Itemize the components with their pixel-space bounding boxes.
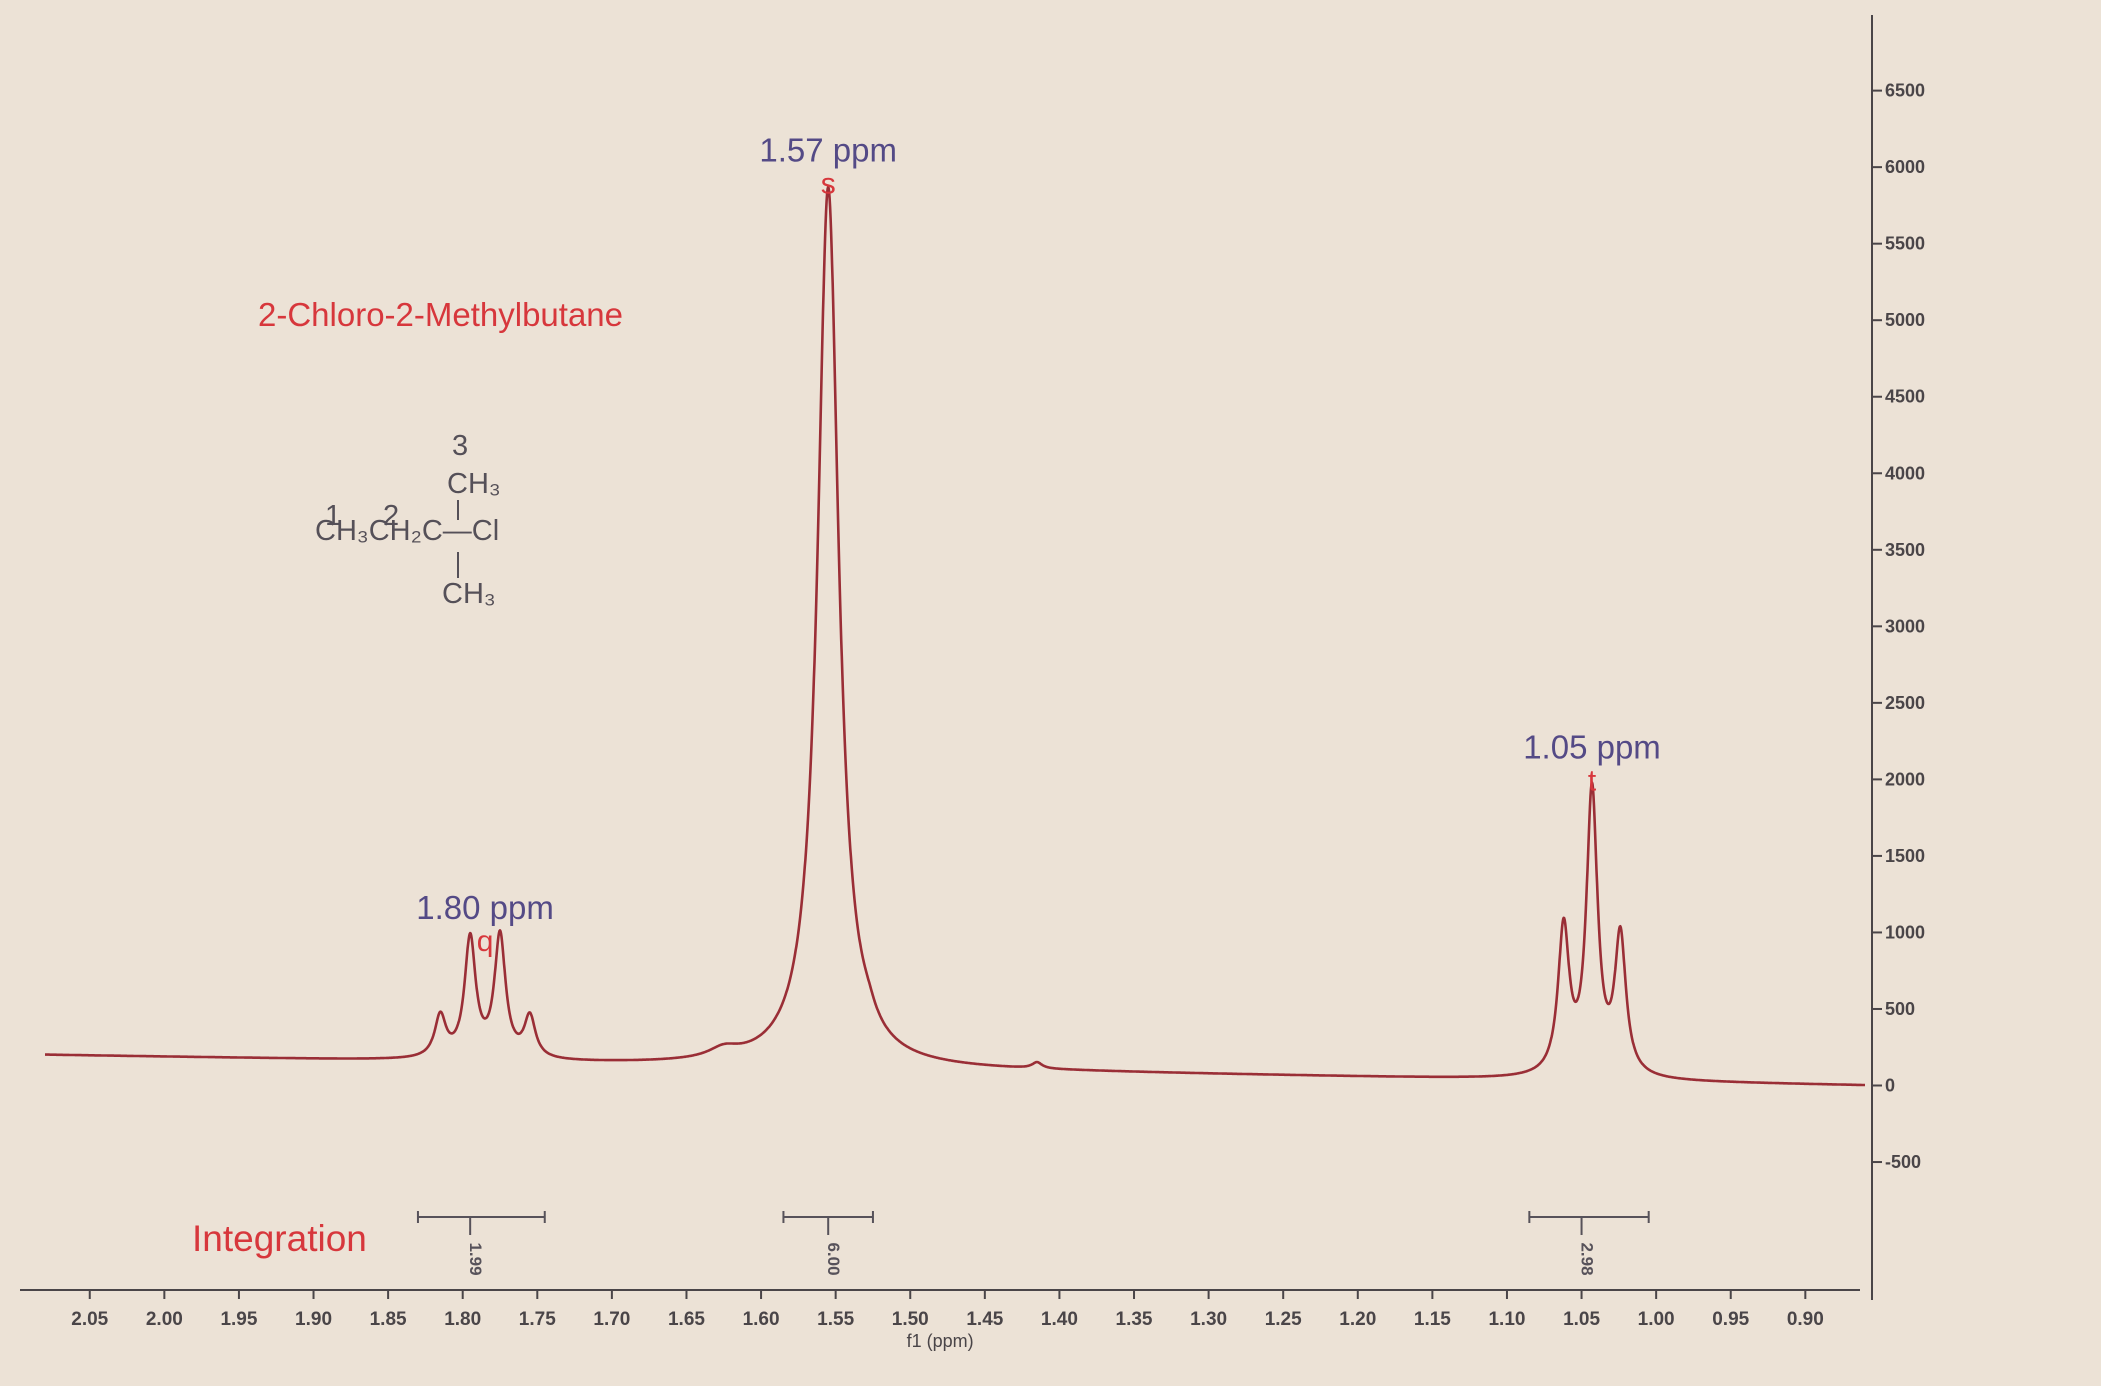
- y-tick-label: 1000: [1885, 922, 1925, 942]
- x-tick-label: 1.15: [1414, 1309, 1451, 1330]
- y-tick-label: 1500: [1885, 846, 1925, 866]
- x-tick-label: 1.10: [1488, 1309, 1525, 1330]
- x-tick-label: 1.85: [370, 1309, 407, 1330]
- carbon-number-1: 1: [325, 500, 342, 532]
- compound-title: 2-Chloro-2-Methylbutane: [258, 296, 624, 333]
- y-tick-label: 6000: [1885, 157, 1925, 177]
- y-tick-label: 3500: [1885, 540, 1925, 560]
- y-tick-label: 2000: [1885, 769, 1925, 789]
- integral-value: 1.99: [466, 1242, 485, 1275]
- x-tick-label: 1.75: [519, 1309, 556, 1330]
- peak-ppm-label: 1.80 ppm: [416, 889, 554, 926]
- methyl-substituent-top: CH₃: [447, 468, 501, 500]
- x-tick-label: 1.65: [668, 1309, 705, 1330]
- integral-value: 2.98: [1578, 1242, 1597, 1275]
- x-tick-label: 1.25: [1265, 1309, 1302, 1330]
- y-tick-label: 0: [1885, 1076, 1895, 1096]
- x-tick-label: 1.95: [220, 1309, 257, 1330]
- multiplicity-label: t: [1588, 764, 1597, 797]
- carbon-number-2: 2: [383, 500, 400, 532]
- x-tick-label: 1.80: [444, 1309, 481, 1330]
- x-tick-label: 1.55: [817, 1309, 854, 1330]
- x-tick-label: 1.35: [1116, 1309, 1153, 1330]
- peak-ppm-label: 1.57 ppm: [759, 131, 897, 168]
- x-tick-label: 1.90: [295, 1309, 332, 1330]
- peak-ppm-label: 1.05 ppm: [1523, 728, 1661, 765]
- spectrum-trace: [44, 185, 1866, 1087]
- carbon-number-3: 3: [452, 430, 469, 462]
- x-tick-label: 2.00: [146, 1309, 183, 1330]
- y-tick-label: 2500: [1885, 693, 1925, 713]
- x-tick-label: 0.90: [1787, 1309, 1824, 1330]
- multiplicity-label: s: [821, 167, 836, 200]
- y-tick-label: 500: [1885, 999, 1915, 1019]
- x-tick-label: 1.40: [1041, 1309, 1078, 1330]
- y-tick-label: 4000: [1885, 463, 1925, 483]
- main-chain: CH₃CH₂C—Cl: [315, 515, 500, 547]
- x-tick-label: 1.20: [1339, 1309, 1376, 1330]
- x-tick-label: 1.05: [1563, 1309, 1600, 1330]
- x-tick-label: 1.70: [593, 1309, 630, 1330]
- x-axis-label: f1 (ppm): [907, 1331, 974, 1351]
- y-tick-label: 3000: [1885, 616, 1925, 636]
- multiplicity-label: q: [477, 925, 494, 958]
- x-tick-label: 1.60: [743, 1309, 780, 1330]
- y-tick-label: 5000: [1885, 310, 1925, 330]
- methyl-substituent-bottom: CH₃: [442, 578, 496, 610]
- y-tick-label: -500: [1885, 1152, 1921, 1172]
- y-tick-label: 6500: [1885, 81, 1925, 101]
- x-tick-label: 2.05: [71, 1309, 108, 1330]
- y-tick-label: 4500: [1885, 387, 1925, 407]
- x-tick-label: 1.45: [966, 1309, 1003, 1330]
- x-tick-label: 1.50: [892, 1309, 929, 1330]
- x-tick-label: 1.00: [1638, 1309, 1675, 1330]
- integration-label: Integration: [192, 1218, 367, 1259]
- x-tick-label: 1.30: [1190, 1309, 1227, 1330]
- integral-value: 6.00: [824, 1242, 843, 1275]
- x-tick-label: 0.95: [1712, 1309, 1749, 1330]
- y-tick-label: 5500: [1885, 234, 1925, 254]
